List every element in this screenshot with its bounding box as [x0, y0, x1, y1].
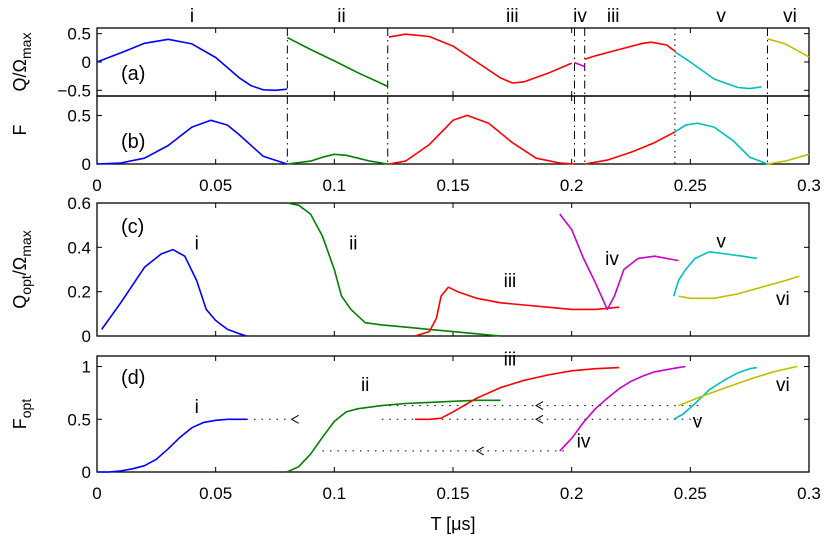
- panel-d-series-vi: [678, 365, 798, 407]
- panel-d-series-ii: [286, 399, 501, 473]
- panel-b-xtick-label: 0.15: [436, 176, 469, 195]
- panel-a-region-label-vi: vi: [783, 6, 797, 27]
- panel-c-series-i: [101, 248, 247, 337]
- panel-c-ytick-label: 0.2: [67, 283, 91, 302]
- panel-d-label: (d): [121, 367, 145, 389]
- panel-a-ytick-label: 0.5: [67, 25, 91, 44]
- panel-c-curve-label-ii: ii: [349, 234, 357, 255]
- panel-d-curve-label-vi: vi: [776, 375, 790, 396]
- panel-d-xlabel: T [μs]: [430, 514, 475, 534]
- panel-a-ytick-label: −0.5: [57, 81, 91, 100]
- panel-b-ytick-label: 0.5: [67, 106, 91, 125]
- panel-d-curve-label-v: v: [693, 412, 703, 433]
- panel-b-series-vi: [767, 153, 810, 165]
- panel-c-curve-label-v: v: [716, 231, 726, 252]
- panel-a-region-label-iii: iii: [607, 6, 620, 27]
- panel-b-xtick-label: 0.2: [560, 176, 584, 195]
- panel-c-curve-label-iv: iv: [605, 249, 619, 270]
- panel-c-series-iii: [414, 286, 620, 337]
- panel-b-series-v: [674, 122, 768, 165]
- panel-a-region-label-ii: ii: [337, 6, 345, 27]
- panel-a-series-ii: [286, 36, 389, 88]
- panel-d-series-i: [97, 418, 247, 473]
- panel-a-series-v: [674, 51, 762, 90]
- panel-d-xtick-label: 0.3: [797, 484, 821, 503]
- panel-c-ytick-label: 0: [82, 327, 91, 346]
- panel-c-series-ii: [286, 202, 501, 337]
- panel-d-guide-arrow: [535, 401, 544, 410]
- panel-b-xtick-label: 0.3: [797, 176, 821, 195]
- panel-c-curve-label-i: i: [195, 234, 199, 255]
- panel-b-series-iii: [584, 131, 676, 165]
- panel-c-ytick-label: 0.4: [67, 238, 91, 257]
- panel-a-series-vi: [767, 38, 810, 58]
- panel-d-xtick-label: 0: [92, 484, 101, 503]
- panel-d-guide-arrow: [475, 446, 484, 456]
- panel-d-series-iv: [559, 365, 686, 452]
- panel-b-series-i: [96, 119, 288, 165]
- panel-c-ytick-label: 0.6: [67, 194, 91, 213]
- panel-c-series-vi: [678, 275, 800, 300]
- panel-d-series-v: [673, 366, 757, 420]
- panel-d-ytick-label: 1: [82, 358, 91, 377]
- panel-b-xtick-label: 0.25: [674, 176, 707, 195]
- panel-c-label: (c): [121, 216, 144, 238]
- panel-b-ylabel: F: [10, 125, 30, 136]
- panel-d-ytick-label: 0: [82, 463, 91, 482]
- panel-d-xtick-label: 0.05: [199, 484, 232, 503]
- panel-d-xtick-label: 0.15: [436, 484, 469, 503]
- panel-d-ylabel: Fopt: [10, 399, 34, 430]
- panel-d-xtick-label: 0.25: [674, 484, 707, 503]
- panel-b-xtick-label: 0.1: [323, 176, 347, 195]
- panel-a-label: (a): [121, 63, 145, 85]
- panel-b-series-iii: [388, 114, 575, 165]
- panel-c-ylabel: Qopt/Ωmax: [10, 230, 34, 308]
- panel-d-guide-arrow: [535, 414, 544, 424]
- panel-a-series-iii: [584, 41, 676, 60]
- panel-a-ytick-label: 0: [82, 53, 91, 72]
- panel-d-curve-label-iv: iv: [577, 432, 591, 453]
- panel-b-ytick-label: 0: [82, 155, 91, 174]
- panel-c-series-iv: [559, 213, 679, 311]
- panel-b-xtick-label: 0: [92, 176, 101, 195]
- panel-c-series-v: [672, 251, 757, 297]
- panel-a-region-label-iv: iv: [573, 6, 587, 27]
- panel-b-xtick-label: 0.05: [199, 176, 232, 195]
- panel-a-region-label-v: v: [716, 6, 726, 27]
- panel-d-xtick-label: 0.2: [560, 484, 584, 503]
- panel-d-xtick-label: 0.1: [323, 484, 347, 503]
- panel-a-series-iv: [574, 61, 585, 68]
- panel-d-curve-label-i: i: [195, 397, 199, 418]
- panel-a-series-i: [96, 38, 287, 92]
- panel-b-label: (b): [121, 131, 145, 153]
- panel-a-region-label-iii: iii: [506, 6, 519, 27]
- panel-d-curve-label-ii: ii: [361, 375, 369, 396]
- panel-a-ylabel: Q/Ωmax: [10, 33, 34, 92]
- panel-a-series-iii: [388, 33, 573, 84]
- panel-c-curve-label-vi: vi: [776, 289, 790, 310]
- panel-b-series-ii: [287, 153, 388, 165]
- panel-c-curve-label-iii: iii: [504, 271, 517, 292]
- panel-d-ytick-label: 0.5: [67, 410, 91, 429]
- panel-d-guide-arrow: [290, 414, 299, 424]
- panel-d-curve-label-iii: iii: [504, 349, 517, 370]
- panel-d-series-iii: [415, 366, 620, 421]
- panel-a-region-label-i: i: [190, 6, 194, 27]
